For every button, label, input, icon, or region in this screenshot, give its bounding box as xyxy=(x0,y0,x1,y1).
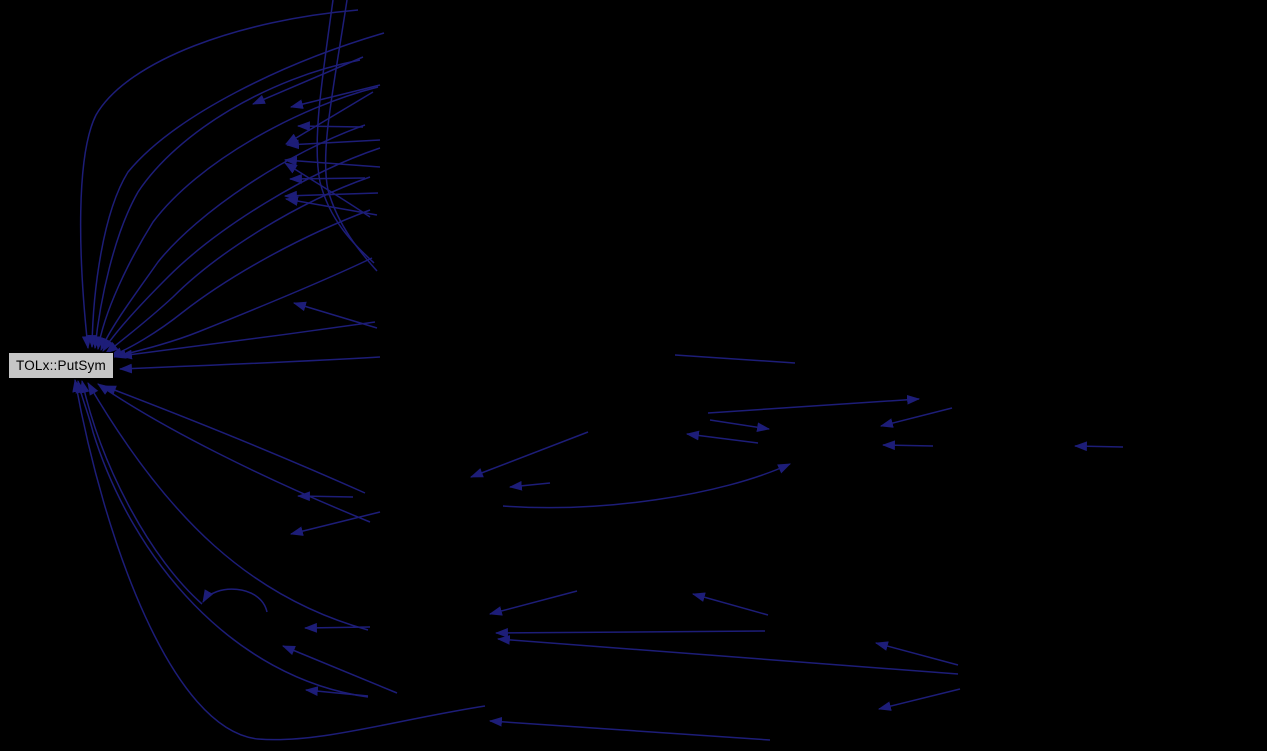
graph-edge xyxy=(112,257,373,359)
graph-edge xyxy=(102,147,381,352)
graph-edge xyxy=(91,59,361,350)
graph-edge xyxy=(284,196,378,216)
graph-edge xyxy=(296,121,364,132)
graph-edge xyxy=(1073,441,1124,452)
graph-edge xyxy=(79,379,203,605)
graph-edge xyxy=(496,635,959,675)
graph-edge xyxy=(874,641,959,666)
graph-edge xyxy=(79,9,359,350)
graph-node-label: TOLx::PutSym xyxy=(16,357,106,373)
graph-edge xyxy=(324,0,378,272)
graph-edge xyxy=(72,378,486,741)
graph-edge xyxy=(296,491,354,502)
graph-edge xyxy=(118,356,381,374)
graph-edge xyxy=(685,430,759,444)
graph-edge xyxy=(87,32,385,349)
graph-edge xyxy=(469,431,589,478)
graph-edge xyxy=(288,173,366,184)
graph-edge xyxy=(494,628,766,638)
graph-node-putsym[interactable]: TOLx::PutSym xyxy=(8,352,114,379)
graph-edge xyxy=(877,688,961,711)
graph-edge xyxy=(100,124,366,352)
graph-edge xyxy=(95,86,379,351)
graph-edge xyxy=(252,56,364,105)
graph-edge xyxy=(488,590,578,616)
graph-edge xyxy=(281,645,398,694)
graph-edge xyxy=(283,156,381,168)
graph-edge xyxy=(502,463,791,509)
graph-edge xyxy=(488,716,771,741)
graph-edge xyxy=(316,0,375,264)
graph-edge xyxy=(709,419,771,433)
graph-edge xyxy=(97,383,371,523)
graph-edge xyxy=(289,511,381,536)
graph-edge xyxy=(105,176,371,354)
graph-edge xyxy=(691,592,769,616)
graph-edge xyxy=(283,190,379,201)
graph-edge xyxy=(108,209,371,357)
graph-edge xyxy=(292,301,378,329)
graph-edge xyxy=(881,440,934,451)
graph-edge xyxy=(508,480,551,491)
graph-edge xyxy=(674,354,796,364)
graph-edge xyxy=(118,321,376,360)
graph-edge xyxy=(285,139,381,150)
graph-edge xyxy=(102,385,366,494)
graph-edge xyxy=(202,588,268,613)
graph-edge xyxy=(707,394,921,414)
graph-edge xyxy=(289,84,381,109)
graph-edge xyxy=(879,407,953,428)
graph-edge xyxy=(87,382,369,631)
graph-edge xyxy=(75,379,369,698)
